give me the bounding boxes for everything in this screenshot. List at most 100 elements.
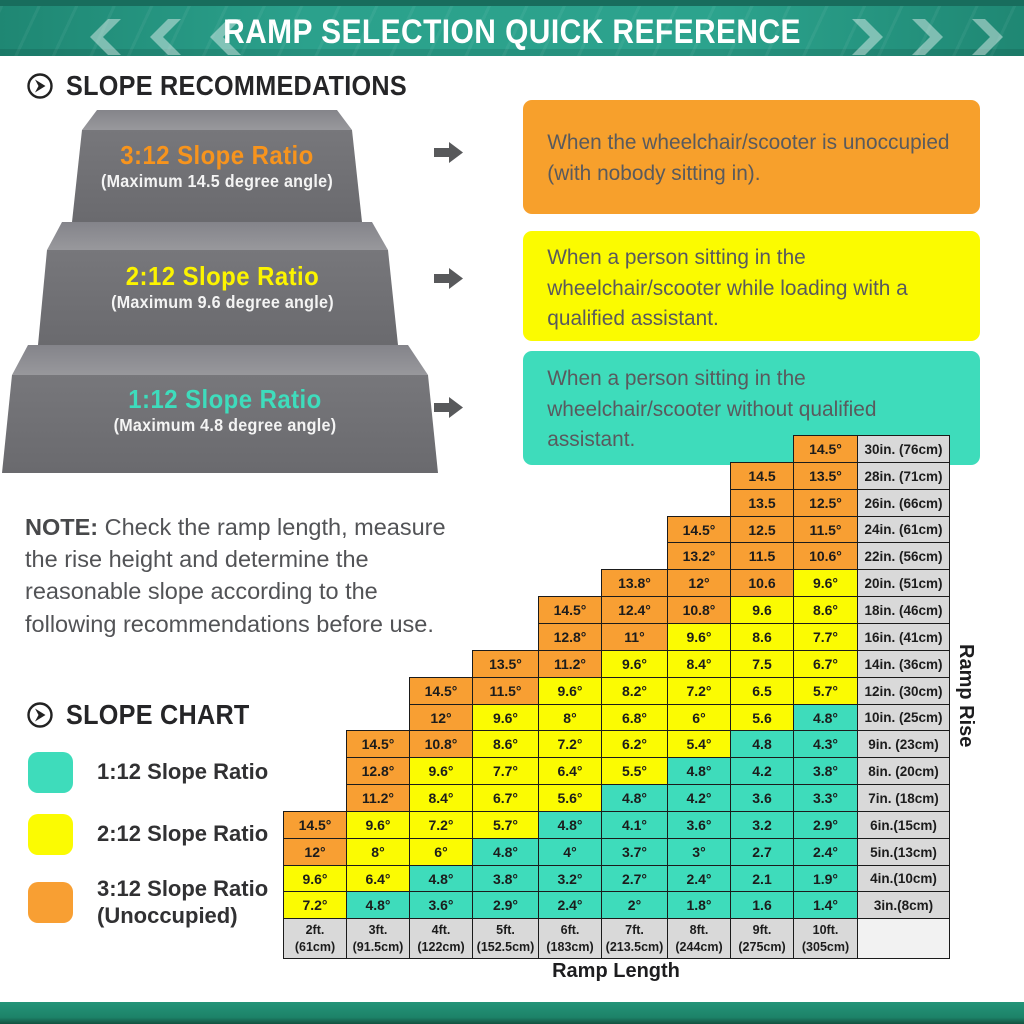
chevrons-right-icon <box>852 19 1003 55</box>
slope-cell: 6.8° <box>601 704 668 731</box>
rise-label-cell: 14in. (36cm) <box>857 650 950 678</box>
rise-label-cell: 22in. (56cm) <box>857 542 950 570</box>
ramp-length-label: Ramp Length <box>552 960 680 982</box>
slope-cell: 9.6° <box>409 757 473 785</box>
rise-label-cell: 26in. (66cm) <box>857 489 950 517</box>
slope-cell: 4.3° <box>793 730 858 758</box>
info-box-with-assistant: When a person sitting in the wheelchair/… <box>523 231 980 341</box>
slope-cell: 11.5° <box>472 677 539 705</box>
slope-cell: 4.8 <box>730 730 794 758</box>
circle-arrow-icon <box>27 702 53 728</box>
slope-cell: 8.4° <box>409 784 473 812</box>
slope-cell: 2.7° <box>601 865 668 892</box>
info-box-unoccupied: When the wheelchair/scooter is unoccupie… <box>523 100 980 214</box>
slope-cell: 6° <box>667 704 731 731</box>
slope-cell: 14.5° <box>667 516 731 543</box>
slope-cell: 4.8° <box>409 865 473 892</box>
slope-cell: 8.4° <box>667 650 731 678</box>
slope-cell: 7.2° <box>283 891 347 919</box>
slope-cell: 7.2° <box>409 811 473 839</box>
slope-cell: 2.4° <box>667 865 731 892</box>
slope-cell: 9.6 <box>730 596 794 624</box>
slope-cell: 12.5° <box>793 489 858 517</box>
slope-cell: 11.5 <box>730 542 794 570</box>
rise-label-cell: 18in. (46cm) <box>857 596 950 624</box>
slope-cell: 14.5° <box>283 811 347 839</box>
legend-item: 2:12 Slope Ratio <box>28 814 298 855</box>
footer-bar <box>0 1002 1024 1024</box>
length-header-cell: 3ft. (91.5cm) <box>346 918 410 959</box>
slope-cell: 6.2° <box>601 730 668 758</box>
length-header-cell: 4ft. (122cm) <box>409 918 473 959</box>
slope-cell: 1.4° <box>793 891 858 919</box>
rise-label-cell: 24in. (61cm) <box>857 516 950 543</box>
step-1-12-label: 1:12 Slope Ratio (Maximum 4.8 degree ang… <box>29 384 421 436</box>
slope-cell: 13.5° <box>793 462 858 490</box>
legend-swatch-teal <box>28 752 73 793</box>
rise-label-cell: 28in. (71cm) <box>857 462 950 490</box>
slope-cell: 4.1° <box>601 811 668 839</box>
slope-cell: 4.8° <box>346 891 410 919</box>
legend-item: 3:12 Slope Ratio (Unoccupied) <box>28 876 298 930</box>
slope-cell: 12.5 <box>730 516 794 543</box>
rise-label-cell: 10in. (25cm) <box>857 704 950 731</box>
slope-cell: 14.5° <box>409 677 473 705</box>
slope-cell: 1.9° <box>793 865 858 892</box>
rise-label-cell: 7in. (18cm) <box>857 784 950 812</box>
slope-cell: 6.7° <box>793 650 858 678</box>
length-header-cell: 6ft. (183cm) <box>538 918 602 959</box>
slope-cell: 7.7° <box>793 623 858 651</box>
slope-cell: 4.2° <box>667 784 731 812</box>
slope-cell: 6.4° <box>346 865 410 892</box>
slope-cell: 4.2 <box>730 757 794 785</box>
slope-cell: 8.6° <box>793 596 858 624</box>
legend-label: 2:12 Slope Ratio <box>97 821 269 847</box>
slope-cell: 7.5 <box>730 650 794 678</box>
slope-cell: 11.2° <box>346 784 410 812</box>
info-box-text: When a person sitting in the wheelchair/… <box>547 366 877 452</box>
step-subtitle: (Maximum 9.6 degree angle) <box>111 292 334 312</box>
right-arrow-icon <box>434 397 463 418</box>
rise-label-cell: 5in.(13cm) <box>857 838 950 866</box>
step-2-12-label: 2:12 Slope Ratio (Maximum 9.6 degree ang… <box>61 261 384 313</box>
slope-cell: 1.6 <box>730 891 794 919</box>
legend-label: 3:12 Slope Ratio (Unoccupied) <box>97 876 269 928</box>
step-subtitle: (Maximum 4.8 degree angle) <box>113 415 337 435</box>
slope-cell: 12° <box>283 838 347 866</box>
slope-cell: 10.6 <box>730 569 794 597</box>
step-subtitle: (Maximum 14.5 degree angle) <box>100 171 334 191</box>
legend-swatch-yellow <box>28 814 73 855</box>
info-box-text: When the wheelchair/scooter is unoccupie… <box>547 130 950 185</box>
length-header-cell: 2ft. (61cm) <box>283 918 347 959</box>
slope-cell: 3° <box>667 838 731 866</box>
slope-chart-heading: SLOPE CHART <box>26 699 270 731</box>
length-header-cell: 7ft. (213.5cm) <box>601 918 668 959</box>
slope-cell: 2.9° <box>793 811 858 839</box>
slope-cell: 3.6° <box>409 891 473 919</box>
step-title: 1:12 Slope Ratio <box>128 384 322 414</box>
slope-cell: 3.6° <box>667 811 731 839</box>
circle-arrow-icon <box>27 73 53 99</box>
slope-cell: 2.7 <box>730 838 794 866</box>
rise-label-cell: 16in. (41cm) <box>857 623 950 651</box>
slope-legend: 1:12 Slope Ratio 2:12 Slope Ratio 3:12 Slo… <box>28 752 298 951</box>
slope-cell: 14.5° <box>793 435 858 463</box>
slope-cell: 3.2 <box>730 811 794 839</box>
slope-cell: 4° <box>538 838 602 866</box>
note-text: NOTE: Check the ramp length, measure the… <box>25 511 465 640</box>
header-banner: RAMP SELECTION QUICK REFERENCE <box>0 6 1024 56</box>
note-label: NOTE: <box>25 514 99 540</box>
legend-swatch-orange <box>28 882 73 924</box>
slope-cell: 3.8° <box>793 757 858 785</box>
rise-label-cell: 9in. (23cm) <box>857 730 950 758</box>
slope-cell: 12° <box>409 704 473 731</box>
slope-cell: 5.6° <box>538 784 602 812</box>
slope-cell: 8.6° <box>472 730 539 758</box>
slope-recommendations-heading: SLOPE RECOMMEDATIONS <box>26 70 445 102</box>
rise-label-cell: 12in. (30cm) <box>857 677 950 705</box>
rise-label-cell: 4in.(10cm) <box>857 865 950 892</box>
length-header-cell: 9ft. (275cm) <box>730 918 794 959</box>
slope-cell: 14.5° <box>346 730 410 758</box>
rise-label-cell: 20in. (51cm) <box>857 569 950 597</box>
